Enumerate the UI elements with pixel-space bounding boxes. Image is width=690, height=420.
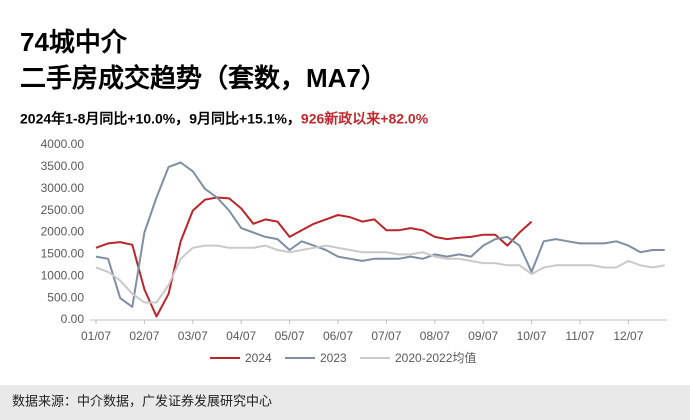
x-tick-label: 12/07	[613, 329, 643, 343]
y-tick-label: 500.00	[47, 290, 84, 304]
series-line	[95, 161, 665, 308]
annotation-highlight: 926新政以来+82.0%	[301, 111, 429, 127]
y-tick-label: 2000.00	[41, 225, 85, 239]
x-tick-label: 03/07	[178, 329, 208, 343]
legend-label: 2020-2022均值	[395, 350, 476, 365]
y-tick-label: 2500.00	[41, 203, 85, 217]
annotation: 2024年1-8月同比+10.0%，9月同比+15.1%，	[20, 111, 301, 127]
x-tick-label: 11/07	[565, 329, 594, 343]
legend-label: 2023	[320, 351, 347, 365]
y-tick-label: 4000.00	[41, 137, 85, 151]
x-tick-label: 02/07	[129, 329, 159, 343]
x-tick-label: 04/07	[226, 329, 256, 343]
y-tick-label: 3000.00	[41, 181, 85, 195]
x-tick-label: 08/07	[420, 329, 450, 343]
y-tick-label: 3500.00	[41, 159, 85, 173]
y-tick-label: 1500.00	[41, 247, 85, 261]
source-note: 数据来源：中介数据，广发证券发展研究中心	[12, 393, 272, 408]
chart-subtitle: 二手房成交趋势（套数，MA7）	[20, 63, 387, 93]
x-tick-label: 10/07	[517, 329, 547, 343]
footer-band	[0, 385, 690, 420]
y-tick-label: 0.00	[61, 312, 85, 326]
x-tick-label: 07/07	[371, 329, 401, 343]
chart-title: 74城中介	[20, 27, 128, 57]
x-tick-label: 06/07	[323, 329, 353, 343]
legend-label: 2024	[245, 351, 272, 365]
x-tick-label: 09/07	[468, 329, 498, 343]
series-line	[95, 244, 665, 304]
series-line	[95, 196, 533, 318]
y-tick-label: 1000.00	[41, 268, 85, 282]
x-tick-label: 05/07	[275, 329, 305, 343]
x-tick-label: 01/07	[81, 329, 111, 343]
